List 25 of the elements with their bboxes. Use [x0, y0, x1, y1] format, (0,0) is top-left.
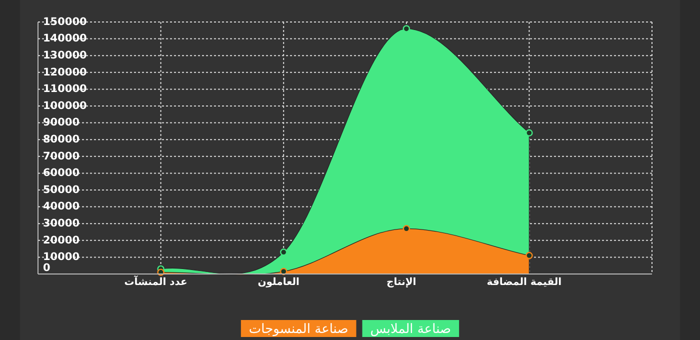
- point: [280, 248, 288, 256]
- point: [526, 252, 533, 260]
- y-tick-label: 0: [43, 262, 50, 274]
- y-tick-label: 100000: [43, 100, 87, 112]
- y-tick-label: 110000: [43, 83, 87, 96]
- y-tick-label: 50000: [43, 184, 80, 196]
- legend: صناعة الملابس صناعة المنسوجات: [240, 320, 460, 337]
- y-tick-label: 70000: [43, 150, 80, 162]
- y-tick-label: 40000: [43, 200, 80, 213]
- point: [402, 25, 410, 32]
- y-tick-label: 120000: [43, 66, 87, 78]
- y-tick-label: 10000: [43, 251, 80, 264]
- x-tick-label: الإنتاج: [386, 277, 416, 288]
- y-tick-label: 90000: [43, 116, 80, 129]
- x-tick-label: العاملون: [258, 277, 300, 288]
- y-tick-label: 80000: [43, 133, 80, 146]
- y-tick-label: 130000: [43, 49, 87, 62]
- y-tick-label: 150000: [43, 16, 87, 28]
- y-tick-label: 60000: [43, 167, 80, 180]
- point: [526, 129, 533, 136]
- x-tick-label: عدد المنشآت: [124, 275, 188, 288]
- y-tick-label: 20000: [43, 234, 80, 246]
- y-tick-label: 140000: [43, 32, 87, 45]
- x-tick-label: القيمة المضافة: [486, 277, 562, 288]
- y-tick-label: 30000: [43, 217, 80, 230]
